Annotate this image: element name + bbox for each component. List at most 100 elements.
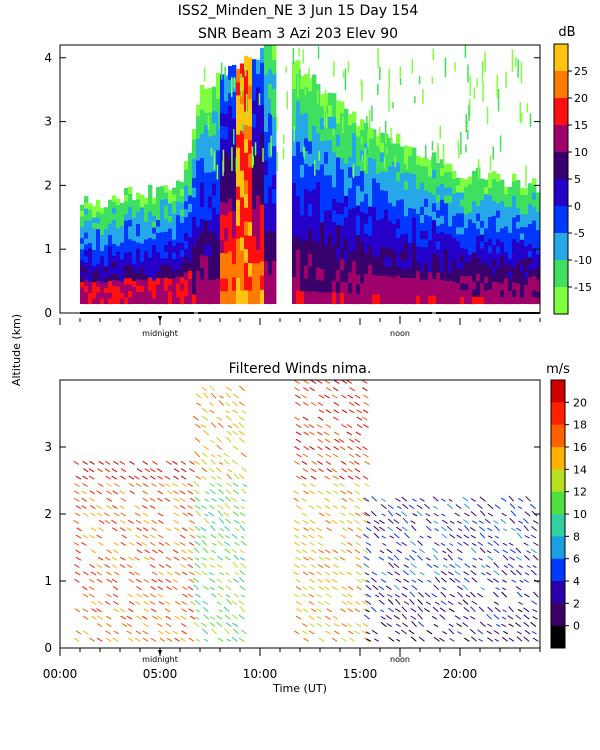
snr-cell xyxy=(416,278,421,288)
snr-cell xyxy=(504,264,509,272)
snr-cell xyxy=(104,255,109,262)
snr-cell xyxy=(404,224,409,234)
snr-cell xyxy=(308,215,313,229)
wind-barb xyxy=(232,409,238,414)
snr-cell xyxy=(136,198,141,206)
snr-cell xyxy=(364,223,369,234)
wind-barb xyxy=(157,586,164,591)
snr-cell xyxy=(152,197,157,205)
wind-barb xyxy=(179,534,186,539)
snr-cell xyxy=(196,292,201,304)
snr-cell xyxy=(216,239,221,253)
wind-barb xyxy=(302,468,309,473)
snr-cell xyxy=(208,207,213,221)
snr-cell xyxy=(380,142,385,153)
snr-cell xyxy=(112,249,117,256)
snr-cell xyxy=(252,289,257,305)
wind-barb xyxy=(97,600,104,605)
snr-cell xyxy=(526,103,529,113)
snr-cell xyxy=(436,162,441,172)
snr-cell xyxy=(300,164,305,178)
snr-cell xyxy=(160,205,165,213)
snr-cell xyxy=(184,169,189,178)
wind-barb xyxy=(150,637,157,642)
wind-barb xyxy=(373,525,380,532)
snr-cell xyxy=(504,297,509,305)
wind-barb xyxy=(426,563,433,569)
snr-cell xyxy=(466,121,469,128)
wind-barb xyxy=(112,490,119,495)
snr-cell xyxy=(348,124,353,136)
snr-cell xyxy=(532,220,537,228)
snr-cell xyxy=(304,74,309,88)
snr-cell xyxy=(80,287,85,294)
snr-cell xyxy=(508,219,513,227)
wind-barb xyxy=(476,504,483,509)
snr-cell xyxy=(140,249,145,256)
snr-cell xyxy=(160,290,165,298)
snr-cell xyxy=(264,102,269,118)
snr-cell xyxy=(188,169,193,179)
snr-cell xyxy=(460,198,465,207)
snr-cell xyxy=(360,221,365,233)
colorbar-swatch xyxy=(551,469,565,492)
snr-cell xyxy=(224,88,229,102)
x-tick-label: 10:00 xyxy=(243,667,278,681)
wind-barb xyxy=(201,570,208,576)
snr-cell xyxy=(232,276,237,291)
wind-barb xyxy=(302,608,309,613)
snr-cell xyxy=(244,152,249,167)
snr-cell xyxy=(465,144,467,153)
snr-cell xyxy=(504,200,509,208)
snr-cell xyxy=(212,183,217,196)
snr-cell xyxy=(428,247,433,257)
snr-cell xyxy=(260,189,265,205)
snr-cell xyxy=(156,297,161,305)
snr-cell xyxy=(188,203,193,213)
snr-cell xyxy=(120,258,125,265)
wind-barb xyxy=(524,593,530,598)
wind-barb xyxy=(411,579,417,583)
wind-barb xyxy=(371,571,378,576)
snr-cell xyxy=(528,190,533,198)
wind-barb xyxy=(332,549,339,554)
wind-barb xyxy=(324,394,330,399)
wind-barb xyxy=(225,518,232,524)
wind-barb xyxy=(216,601,222,605)
wind-barb xyxy=(217,637,224,642)
snr-cell xyxy=(108,251,113,258)
snr-cell xyxy=(484,207,489,215)
snr-cell xyxy=(164,283,169,291)
wind-barb xyxy=(331,586,338,591)
wind-barb xyxy=(486,550,492,554)
wind-barb xyxy=(518,601,524,605)
snr-cell xyxy=(468,261,473,269)
snr-cell xyxy=(228,66,233,80)
snr-cell xyxy=(360,160,365,171)
snr-cell xyxy=(420,238,425,248)
snr-cell xyxy=(476,190,481,199)
snr-cell xyxy=(88,236,93,243)
wind-barb xyxy=(387,526,394,532)
wind-barb xyxy=(96,490,102,495)
wind-barb xyxy=(209,578,216,583)
wind-barb xyxy=(98,519,105,524)
wind-barb xyxy=(149,468,156,473)
snr-cell xyxy=(152,279,157,287)
snr-cell xyxy=(144,215,149,222)
wind-barb xyxy=(311,460,317,465)
snr-cell xyxy=(80,221,85,228)
snr-cell xyxy=(524,220,529,228)
snr-cell xyxy=(264,59,269,75)
wind-barb xyxy=(75,475,82,480)
wind-barb xyxy=(457,585,463,591)
snr-cell xyxy=(180,222,185,230)
snr-cell xyxy=(220,265,225,279)
snr-cell xyxy=(396,162,401,172)
wind-barb xyxy=(173,475,179,480)
snr-cell xyxy=(348,187,353,199)
snr-cell xyxy=(296,195,301,210)
wind-barb xyxy=(412,513,418,517)
snr-cell xyxy=(444,187,449,196)
snr-cell xyxy=(120,214,125,221)
